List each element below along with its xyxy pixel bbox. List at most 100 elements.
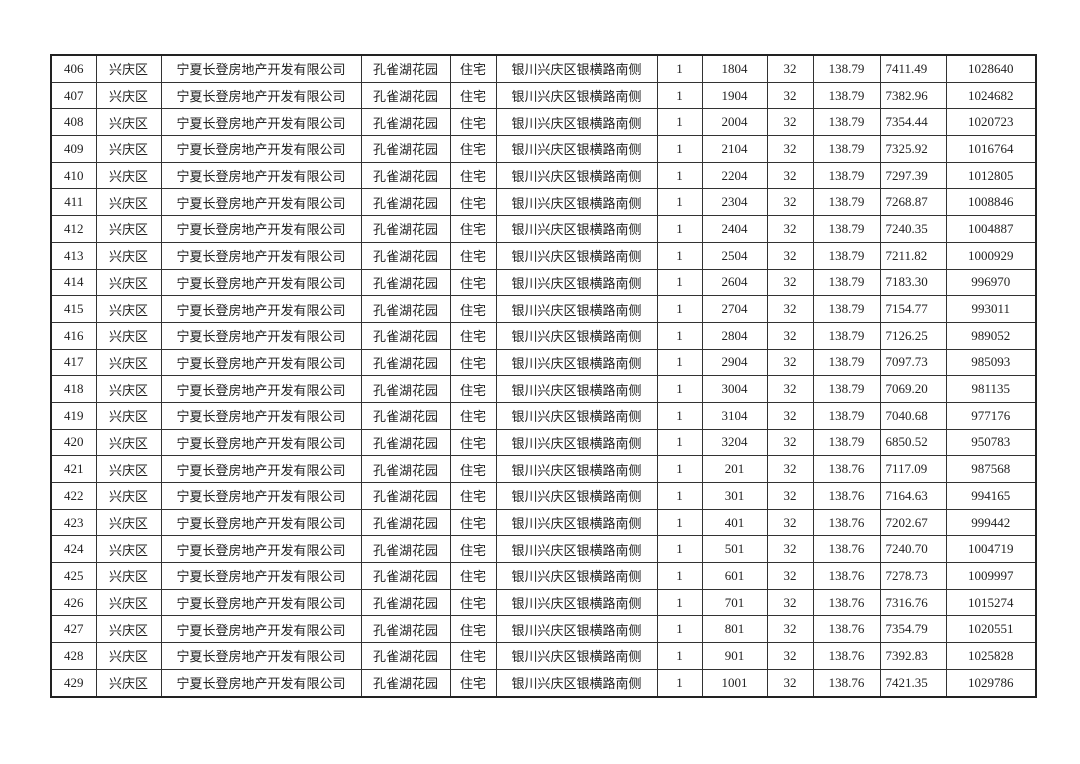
cell-developer: 宁夏长登房地产开发有限公司 — [160, 135, 362, 163]
cell-row-number: 413 — [50, 241, 97, 270]
cell-row-number: 408 — [50, 108, 97, 137]
cell-unit-price: 7126.25 — [879, 321, 947, 350]
table-row: 416 兴庆区 宁夏长登房地产开发有限公司 孔雀湖花园 住宅 银川兴庆区银横路南侧 1 280… — [50, 321, 1037, 350]
cell-district: 兴庆区 — [95, 295, 162, 323]
cell-unit-number: 201 — [701, 455, 768, 483]
cell-total-price: 1016764 — [945, 135, 1037, 163]
cell-usage: 住宅 — [449, 241, 497, 270]
cell-total-price: 993011 — [945, 295, 1037, 323]
cell-floors: 32 — [766, 588, 814, 617]
cell-row-number: 411 — [50, 188, 97, 217]
cell-project-name: 孔雀湖花园 — [360, 562, 451, 590]
cell-building: 1 — [656, 668, 703, 698]
cell-district: 兴庆区 — [95, 188, 162, 217]
cell-floors: 32 — [766, 81, 814, 110]
cell-usage: 住宅 — [449, 588, 497, 617]
cell-unit-price: 7040.68 — [879, 401, 947, 430]
cell-building: 1 — [656, 161, 703, 190]
cell-developer: 宁夏长登房地产开发有限公司 — [160, 588, 362, 617]
cell-usage: 住宅 — [449, 401, 497, 430]
cell-project-name: 孔雀湖花园 — [360, 108, 451, 137]
cell-location: 银川兴庆区银横路南侧 — [495, 241, 658, 270]
cell-unit-number: 2404 — [701, 215, 768, 243]
cell-floors: 32 — [766, 428, 814, 457]
cell-area: 138.79 — [812, 135, 881, 163]
cell-area: 138.79 — [812, 241, 881, 270]
cell-building: 1 — [656, 81, 703, 110]
cell-usage: 住宅 — [449, 81, 497, 110]
cell-unit-number: 2604 — [701, 268, 768, 297]
cell-district: 兴庆区 — [95, 588, 162, 617]
cell-usage: 住宅 — [449, 108, 497, 137]
cell-area: 138.79 — [812, 81, 881, 110]
cell-building: 1 — [656, 482, 703, 510]
cell-floors: 32 — [766, 54, 814, 83]
table-row: 410 兴庆区 宁夏长登房地产开发有限公司 孔雀湖花园 住宅 银川兴庆区银横路南侧 1 220… — [50, 161, 1037, 190]
cell-unit-price: 7202.67 — [879, 508, 947, 537]
cell-location: 银川兴庆区银横路南侧 — [495, 215, 658, 243]
cell-location: 银川兴庆区银横路南侧 — [495, 375, 658, 403]
table-row: 422 兴庆区 宁夏长登房地产开发有限公司 孔雀湖花园 住宅 银川兴庆区银横路南侧 1 301… — [50, 482, 1037, 510]
cell-area: 138.76 — [812, 508, 881, 537]
cell-developer: 宁夏长登房地产开发有限公司 — [160, 482, 362, 510]
cell-area: 138.79 — [812, 268, 881, 297]
cell-unit-number: 2204 — [701, 161, 768, 190]
cell-floors: 32 — [766, 562, 814, 590]
cell-unit-price: 7154.77 — [879, 295, 947, 323]
cell-location: 银川兴庆区银横路南侧 — [495, 455, 658, 483]
cell-project-name: 孔雀湖花园 — [360, 375, 451, 403]
cell-area: 138.76 — [812, 455, 881, 483]
table-row: 424 兴庆区 宁夏长登房地产开发有限公司 孔雀湖花园 住宅 银川兴庆区银横路南侧 1 501… — [50, 535, 1037, 564]
cell-total-price: 1025828 — [945, 642, 1037, 670]
cell-unit-number: 301 — [701, 482, 768, 510]
cell-row-number: 412 — [50, 215, 97, 243]
cell-project-name: 孔雀湖花园 — [360, 642, 451, 670]
cell-project-name: 孔雀湖花园 — [360, 535, 451, 564]
cell-area: 138.79 — [812, 295, 881, 323]
cell-developer: 宁夏长登房地产开发有限公司 — [160, 642, 362, 670]
cell-location: 银川兴庆区银横路南侧 — [495, 295, 658, 323]
cell-usage: 住宅 — [449, 321, 497, 350]
cell-district: 兴庆区 — [95, 241, 162, 270]
cell-unit-price: 7097.73 — [879, 348, 947, 377]
table-body: 406 兴庆区 宁夏长登房地产开发有限公司 孔雀湖花园 住宅 银川兴庆区银横路南侧 1 180… — [50, 54, 1037, 698]
cell-unit-number: 801 — [701, 615, 768, 644]
cell-district: 兴庆区 — [95, 81, 162, 110]
cell-project-name: 孔雀湖花园 — [360, 348, 451, 377]
cell-unit-number: 1001 — [701, 668, 768, 698]
cell-unit-price: 7211.82 — [879, 241, 947, 270]
cell-district: 兴庆区 — [95, 562, 162, 590]
cell-district: 兴庆区 — [95, 455, 162, 483]
cell-location: 银川兴庆区银横路南侧 — [495, 348, 658, 377]
cell-location: 银川兴庆区银横路南侧 — [495, 642, 658, 670]
cell-project-name: 孔雀湖花园 — [360, 188, 451, 217]
cell-district: 兴庆区 — [95, 401, 162, 430]
cell-unit-number: 3204 — [701, 428, 768, 457]
cell-location: 银川兴庆区银横路南侧 — [495, 588, 658, 617]
cell-location: 银川兴庆区银横路南侧 — [495, 135, 658, 163]
cell-area: 138.76 — [812, 562, 881, 590]
cell-floors: 32 — [766, 108, 814, 137]
cell-unit-price: 7240.70 — [879, 535, 947, 564]
cell-unit-price: 7183.30 — [879, 268, 947, 297]
cell-unit-number: 3004 — [701, 375, 768, 403]
cell-developer: 宁夏长登房地产开发有限公司 — [160, 615, 362, 644]
cell-total-price: 996970 — [945, 268, 1037, 297]
cell-area: 138.79 — [812, 321, 881, 350]
cell-building: 1 — [656, 588, 703, 617]
cell-building: 1 — [656, 135, 703, 163]
cell-project-name: 孔雀湖花园 — [360, 54, 451, 83]
cell-floors: 32 — [766, 668, 814, 698]
cell-district: 兴庆区 — [95, 428, 162, 457]
cell-total-price: 987568 — [945, 455, 1037, 483]
cell-building: 1 — [656, 268, 703, 297]
cell-unit-number: 2904 — [701, 348, 768, 377]
cell-project-name: 孔雀湖花园 — [360, 401, 451, 430]
cell-district: 兴庆区 — [95, 135, 162, 163]
cell-area: 138.76 — [812, 668, 881, 698]
table-row: 427 兴庆区 宁夏长登房地产开发有限公司 孔雀湖花园 住宅 银川兴庆区银横路南侧 1 801… — [50, 615, 1037, 644]
cell-unit-number: 1804 — [701, 54, 768, 83]
cell-floors: 32 — [766, 241, 814, 270]
cell-unit-number: 2504 — [701, 241, 768, 270]
cell-total-price: 1004887 — [945, 215, 1037, 243]
